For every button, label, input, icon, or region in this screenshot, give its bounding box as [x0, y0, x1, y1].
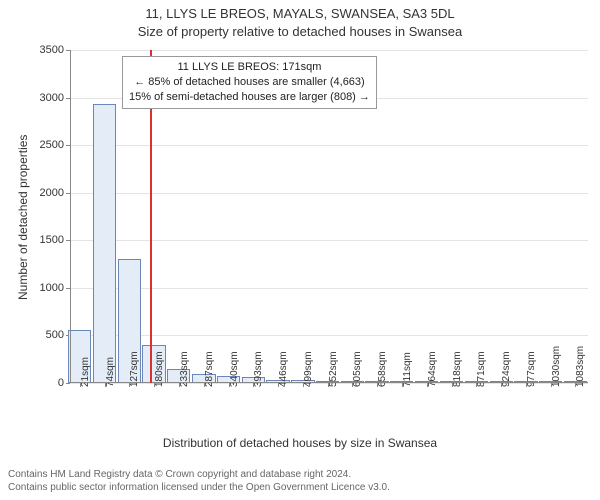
footer-line-1: Contains HM Land Registry data © Crown c…	[8, 468, 390, 481]
x-tick-mark	[452, 383, 453, 387]
chart-subtitle: Size of property relative to detached ho…	[0, 24, 600, 39]
x-tick-mark	[229, 383, 230, 387]
x-tick-mark	[80, 383, 81, 387]
x-tick-mark	[575, 383, 576, 387]
y-tick-mark	[66, 383, 70, 384]
x-tick-mark	[154, 383, 155, 387]
y-gridline	[70, 335, 588, 336]
info-box: 11 LLYS LE BREOS: 171sqm← 85% of detache…	[122, 56, 377, 109]
y-axis-line	[70, 50, 71, 383]
info-box-line: ← 85% of detached houses are smaller (4,…	[129, 75, 370, 90]
x-tick-mark	[352, 383, 353, 387]
x-tick-mark	[278, 383, 279, 387]
x-tick-mark	[303, 383, 304, 387]
x-tick-mark	[204, 383, 205, 387]
footer-line-2: Contains public sector information licen…	[8, 481, 390, 494]
x-tick-mark	[402, 383, 403, 387]
x-tick-mark	[476, 383, 477, 387]
x-tick-mark	[526, 383, 527, 387]
chart-plot-area: 050010001500200025003000350021sqm74sqm12…	[70, 50, 588, 383]
x-tick-label: 1030sqm	[551, 346, 562, 387]
x-tick-mark	[427, 383, 428, 387]
y-gridline	[70, 193, 588, 194]
x-tick-mark	[105, 383, 106, 387]
histogram-bar	[93, 104, 116, 383]
y-gridline	[70, 240, 588, 241]
y-gridline	[70, 288, 588, 289]
x-tick-mark	[253, 383, 254, 387]
info-box-line: 15% of semi-detached houses are larger (…	[129, 90, 370, 105]
y-gridline	[70, 145, 588, 146]
x-tick-mark	[551, 383, 552, 387]
x-tick-label: 1083sqm	[575, 346, 586, 387]
x-axis-label: Distribution of detached houses by size …	[0, 436, 600, 450]
x-tick-mark	[328, 383, 329, 387]
x-tick-mark	[179, 383, 180, 387]
x-tick-mark	[501, 383, 502, 387]
page-title: 11, LLYS LE BREOS, MAYALS, SWANSEA, SA3 …	[0, 6, 600, 21]
x-tick-mark	[377, 383, 378, 387]
info-box-line: 11 LLYS LE BREOS: 171sqm	[129, 60, 370, 75]
footer-attribution: Contains HM Land Registry data © Crown c…	[8, 468, 390, 494]
y-axis-label: Number of detached properties	[16, 135, 30, 300]
y-gridline	[70, 50, 588, 51]
x-axis-line	[70, 382, 588, 383]
x-tick-mark	[129, 383, 130, 387]
